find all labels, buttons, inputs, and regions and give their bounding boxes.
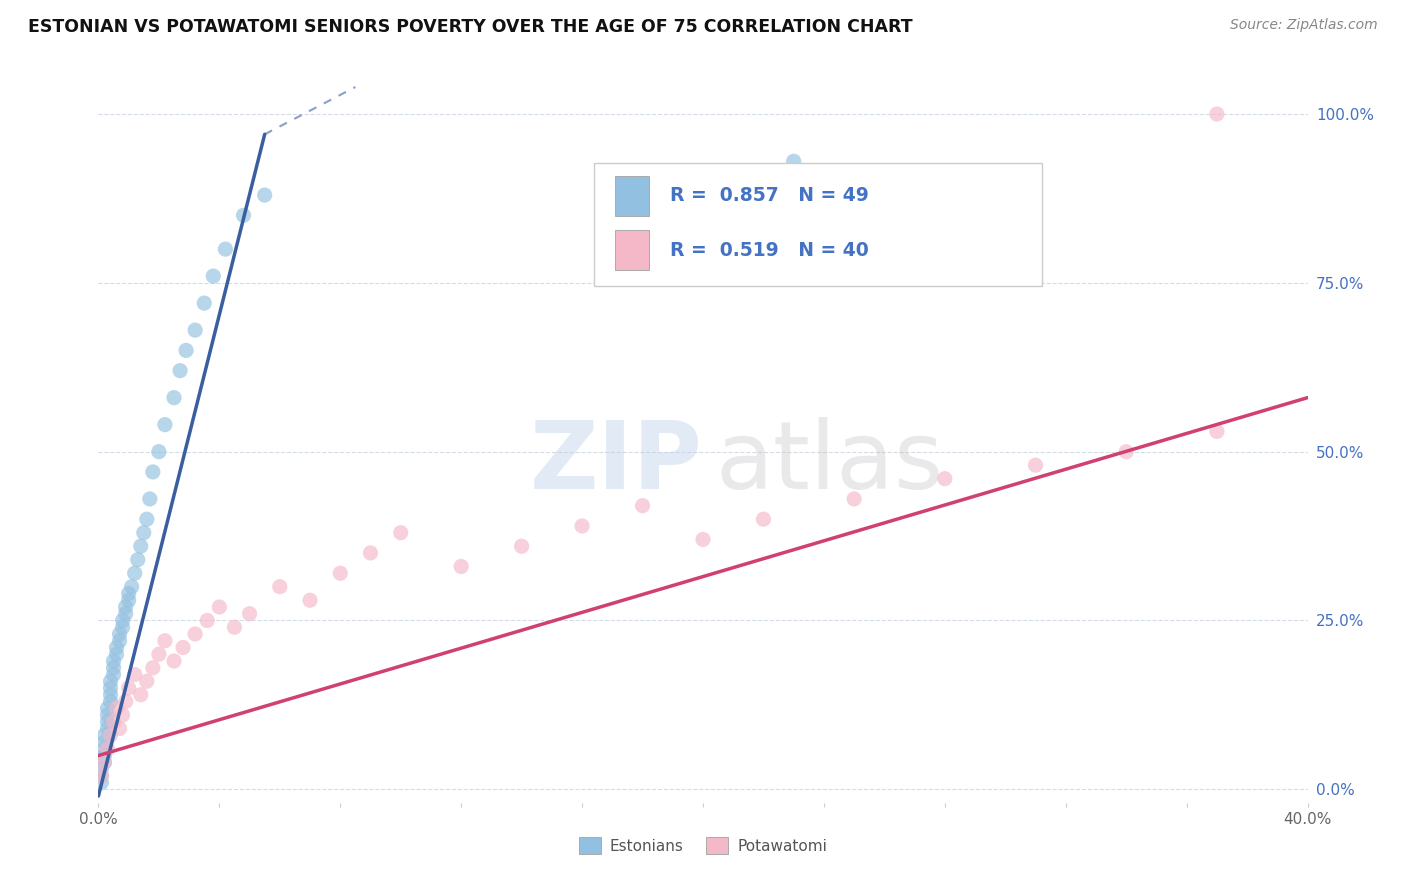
Point [96, 701, 118, 715]
Point [1024, 458, 1046, 472]
Point [103, 714, 125, 729]
Point [269, 580, 291, 594]
Point [692, 533, 714, 547]
Point [450, 559, 472, 574]
Point [103, 654, 125, 668]
Point [571, 519, 593, 533]
Point [360, 546, 382, 560]
Point [96, 708, 118, 723]
FancyBboxPatch shape [614, 230, 648, 270]
Point [124, 566, 146, 581]
FancyBboxPatch shape [614, 176, 648, 216]
Point [1206, 107, 1229, 121]
Point [90, 762, 112, 776]
Point [148, 647, 170, 661]
Legend: Estonians, Potawatomi: Estonians, Potawatomi [574, 831, 832, 860]
Point [631, 499, 654, 513]
Point [202, 269, 225, 284]
Point [96, 722, 118, 736]
Point [93, 735, 115, 749]
Point [934, 472, 956, 486]
Point [389, 525, 412, 540]
Point [100, 694, 122, 708]
Point [172, 640, 194, 655]
Point [752, 512, 775, 526]
Point [783, 154, 806, 169]
Point [103, 661, 125, 675]
Point [184, 627, 207, 641]
Point [96, 714, 118, 729]
Point [100, 688, 122, 702]
Text: atlas: atlas [716, 417, 943, 509]
Point [132, 525, 155, 540]
Text: ZIP: ZIP [530, 417, 703, 509]
Point [118, 586, 141, 600]
Point [169, 364, 191, 378]
Point [127, 552, 149, 566]
Point [153, 417, 176, 432]
Point [163, 654, 186, 668]
Point [121, 580, 143, 594]
Point [100, 674, 122, 689]
Point [844, 491, 866, 506]
Point [90, 769, 112, 783]
Point [148, 444, 170, 458]
Point [299, 593, 322, 607]
Point [208, 599, 231, 614]
Point [90, 769, 112, 783]
Point [329, 566, 352, 581]
Point [96, 741, 118, 756]
Point [118, 593, 141, 607]
Point [108, 633, 131, 648]
Point [510, 539, 533, 553]
Text: R =  0.519   N = 40: R = 0.519 N = 40 [671, 241, 869, 260]
Point [93, 756, 115, 770]
Point [239, 607, 262, 621]
Point [108, 627, 131, 641]
Point [214, 242, 236, 256]
Point [100, 728, 122, 742]
Point [124, 667, 146, 681]
Point [224, 620, 246, 634]
Point [135, 512, 157, 526]
Point [105, 640, 128, 655]
Text: Source: ZipAtlas.com: Source: ZipAtlas.com [1230, 18, 1378, 32]
Point [90, 775, 112, 789]
Point [100, 681, 122, 695]
Point [163, 391, 186, 405]
Point [129, 688, 152, 702]
Point [139, 491, 162, 506]
Point [114, 694, 136, 708]
Point [135, 674, 157, 689]
FancyBboxPatch shape [595, 163, 1042, 286]
Point [232, 208, 254, 222]
Text: ESTONIAN VS POTAWATOMI SENIORS POVERTY OVER THE AGE OF 75 CORRELATION CHART: ESTONIAN VS POTAWATOMI SENIORS POVERTY O… [28, 18, 912, 36]
Point [142, 465, 165, 479]
Point [111, 614, 134, 628]
Point [195, 614, 218, 628]
Point [253, 188, 276, 202]
Point [93, 741, 115, 756]
Text: R =  0.857   N = 49: R = 0.857 N = 49 [671, 186, 869, 205]
Point [111, 708, 134, 723]
Point [111, 620, 134, 634]
Point [114, 599, 136, 614]
Point [93, 748, 115, 763]
Point [174, 343, 197, 358]
Point [1115, 444, 1137, 458]
Point [105, 701, 128, 715]
Point [105, 647, 128, 661]
Point [93, 756, 115, 770]
Point [184, 323, 207, 337]
Point [114, 607, 136, 621]
Point [142, 661, 165, 675]
Point [1206, 425, 1229, 439]
Point [103, 667, 125, 681]
Point [108, 722, 131, 736]
Point [93, 728, 115, 742]
Point [153, 633, 176, 648]
Point [193, 296, 215, 310]
Point [129, 539, 152, 553]
Point [118, 681, 141, 695]
